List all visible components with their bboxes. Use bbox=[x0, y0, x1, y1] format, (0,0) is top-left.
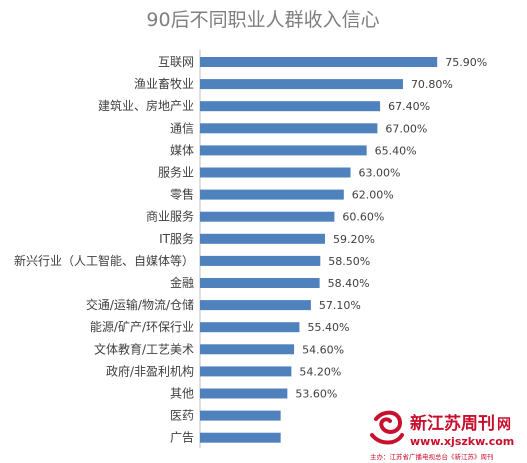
swirl-logo-icon bbox=[370, 410, 404, 445]
category-label: IT服务 bbox=[159, 231, 194, 246]
bar bbox=[200, 101, 381, 112]
watermark-brand-suffix: 网 bbox=[497, 417, 511, 433]
category-label: 医药 bbox=[170, 409, 194, 423]
bar bbox=[200, 211, 335, 222]
bar bbox=[200, 145, 367, 156]
data-label: 63.00% bbox=[359, 167, 401, 180]
data-label: 65.40% bbox=[375, 144, 417, 157]
watermark-footer: 主办：江苏省广播电视总台《新江苏》周刊 bbox=[370, 452, 494, 461]
category-label: 服务业 bbox=[158, 165, 194, 180]
category-label: 文体教育/工艺美术 bbox=[94, 341, 194, 356]
bar bbox=[200, 432, 281, 443]
bar bbox=[200, 79, 403, 90]
category-label: 能源/矿产/环保行业 bbox=[90, 320, 194, 334]
bar bbox=[200, 167, 351, 178]
bar bbox=[200, 300, 311, 311]
data-label: 54.20% bbox=[299, 365, 341, 378]
category-label: 政府/非盈利机构 bbox=[106, 363, 194, 378]
bar bbox=[200, 57, 438, 67]
category-label: 建筑业、房地产业 bbox=[98, 98, 194, 113]
data-label: 58.50% bbox=[328, 255, 370, 268]
category-label: 渔业畜牧业 bbox=[134, 76, 194, 91]
chart-marks: 互联网 75.90% 渔业畜牧业 70.80% 建筑业、房地产业 67.40% 通信 67.0… bbox=[14, 55, 487, 445]
data-label: 53.60% bbox=[295, 388, 337, 401]
bar bbox=[200, 233, 325, 244]
bar bbox=[200, 344, 295, 355]
bar bbox=[200, 278, 320, 288]
category-label: 零售 bbox=[170, 187, 194, 202]
bar bbox=[200, 388, 288, 399]
data-label: 54.60% bbox=[302, 343, 344, 356]
bar bbox=[200, 123, 378, 134]
data-label: 60.60% bbox=[342, 211, 384, 224]
data-label: 55.40% bbox=[307, 321, 349, 334]
category-label: 金融 bbox=[170, 275, 194, 290]
watermark-brand: 新江苏周刊 bbox=[410, 413, 495, 434]
bar bbox=[200, 322, 300, 333]
data-label: 67.00% bbox=[385, 122, 427, 135]
category-label: 通信 bbox=[170, 121, 194, 135]
bar bbox=[200, 366, 292, 377]
category-label: 互联网 bbox=[158, 55, 194, 69]
data-label: 62.00% bbox=[352, 189, 394, 202]
category-label: 媒体 bbox=[170, 143, 194, 157]
category-label: 新兴行业（人工智能、自媒体等） bbox=[14, 253, 194, 268]
data-label: 59.20% bbox=[333, 233, 375, 246]
bar bbox=[200, 189, 344, 200]
category-label: 广告 bbox=[170, 431, 194, 445]
chart-title: 90后不同职业人群收入信心 bbox=[146, 9, 379, 31]
data-label: 70.80% bbox=[411, 78, 453, 91]
category-label: 交通/运输/物流/仓储 bbox=[86, 297, 194, 312]
category-label: 其他 bbox=[170, 387, 194, 401]
site-watermark-logo: 新江苏周刊 网 www.xjszkw.com 主办：江苏省广播电视总台《新江苏》… bbox=[370, 410, 514, 461]
bar bbox=[200, 410, 281, 421]
watermark-url: www.xjszkw.com bbox=[410, 435, 514, 448]
data-label: 75.90% bbox=[445, 56, 487, 69]
data-label: 58.40% bbox=[328, 277, 370, 290]
category-label: 商业服务 bbox=[146, 209, 194, 224]
data-label: 67.40% bbox=[388, 100, 430, 113]
data-label: 57.10% bbox=[319, 299, 361, 312]
bar bbox=[200, 255, 321, 266]
